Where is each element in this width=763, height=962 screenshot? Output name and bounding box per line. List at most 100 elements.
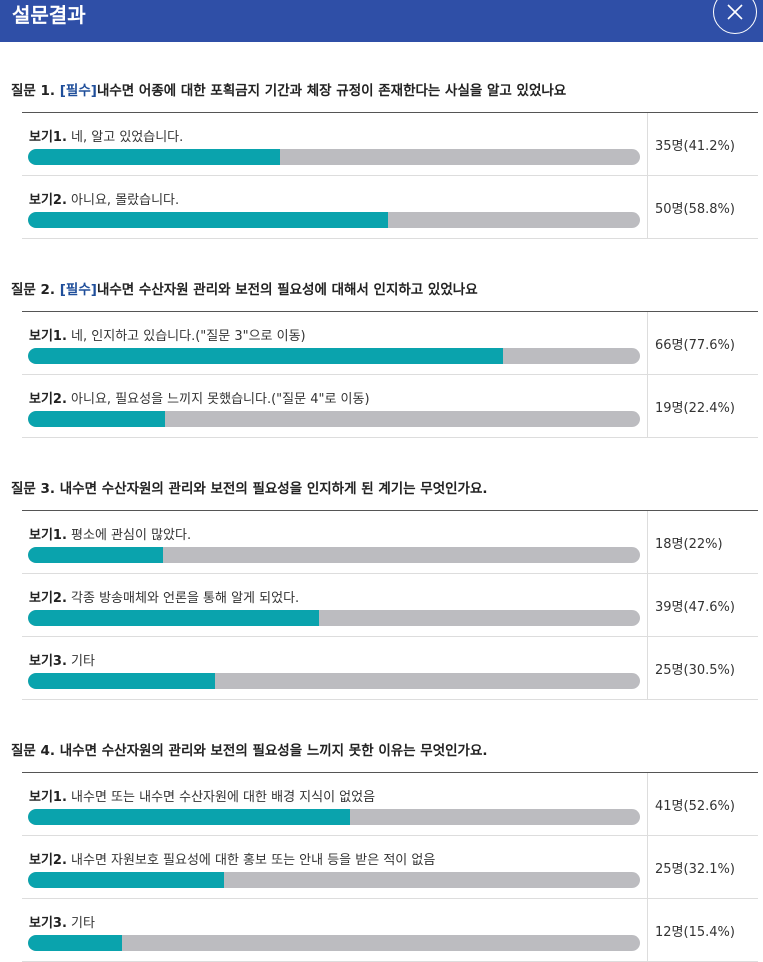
option-text: 각종 방송매체와 언론을 통해 알게 되었다. bbox=[71, 591, 300, 606]
question-text: 내수면 수산자원의 관리와 보전의 필요성을 느끼지 못한 이유는 무엇인가요. bbox=[59, 743, 488, 759]
option-result: 18명(22%) bbox=[655, 537, 723, 552]
question-title: 질문 4. 내수면 수산자원의 관리와 보전의 필요성을 느끼지 못한 이유는 … bbox=[0, 742, 763, 760]
option-result: 41명(52.6%) bbox=[655, 799, 735, 814]
option-text: 내수면 또는 내수면 수산자원에 대한 배경 지식이 없었음 bbox=[71, 790, 376, 805]
result-bar bbox=[28, 610, 640, 626]
option-row: 보기1. 평소에 관심이 많았다. 18명(22%) bbox=[22, 511, 758, 574]
option-number: 보기3. bbox=[29, 654, 67, 669]
result-bar-fill bbox=[28, 673, 215, 689]
option-row: 보기2. 아니요, 필요성을 느끼지 못했습니다.("질문 4"로 이동) 19… bbox=[22, 375, 758, 438]
column-divider bbox=[647, 773, 648, 835]
result-bar-fill bbox=[28, 149, 281, 165]
option-row: 보기2. 각종 방송매체와 언론을 통해 알게 되었다. 39명(47.6%) bbox=[22, 574, 758, 637]
question-text: 내수면 어종에 대한 포획금지 기간과 체장 규정이 존재한다는 사실을 알고 … bbox=[96, 83, 567, 99]
result-bar bbox=[28, 149, 640, 165]
option-label: 보기3. 기타 bbox=[29, 650, 95, 669]
question-text: 내수면 수산자원 관리와 보전의 필요성에 대해서 인지하고 있었나요 bbox=[96, 282, 478, 298]
required-tag: [필수] bbox=[59, 83, 97, 99]
result-bar bbox=[28, 935, 640, 951]
result-bar-fill bbox=[28, 411, 166, 427]
option-result: 25명(32.1%) bbox=[655, 862, 735, 877]
option-label: 보기2. 내수면 자원보호 필요성에 대한 홍보 또는 안내 등을 받은 적이 … bbox=[29, 849, 435, 868]
result-bar bbox=[28, 411, 640, 427]
option-text: 내수면 자원보호 필요성에 대한 홍보 또는 안내 등을 받은 적이 없음 bbox=[71, 853, 436, 868]
option-list: 보기1. 내수면 또는 내수면 수산자원에 대한 배경 지식이 없었음 41명(… bbox=[22, 772, 758, 962]
option-label: 보기2. 아니요, 필요성을 느끼지 못했습니다.("질문 4"로 이동) bbox=[29, 388, 370, 407]
option-result: 25명(30.5%) bbox=[655, 663, 735, 678]
option-row: 보기3. 기타 12명(15.4%) bbox=[22, 899, 758, 962]
question-number: 질문 3. bbox=[11, 481, 56, 497]
option-number: 보기2. bbox=[29, 193, 67, 208]
header-bar: 설문결과 bbox=[0, 0, 763, 42]
close-button[interactable] bbox=[713, 0, 757, 34]
column-divider bbox=[647, 637, 648, 699]
option-text: 네, 알고 있었습니다. bbox=[71, 130, 184, 145]
option-label: 보기1. 내수면 또는 내수면 수산자원에 대한 배경 지식이 없었음 bbox=[29, 786, 375, 805]
column-divider bbox=[647, 836, 648, 898]
option-text: 기타 bbox=[71, 916, 95, 931]
option-result: 12명(15.4%) bbox=[655, 925, 735, 940]
column-divider bbox=[647, 375, 648, 437]
result-bar-fill bbox=[28, 872, 225, 888]
option-row: 보기1. 네, 인지하고 있습니다.("질문 3"으로 이동) 66명(77.6… bbox=[22, 312, 758, 375]
option-number: 보기1. bbox=[29, 528, 67, 543]
option-result: 35명(41.2%) bbox=[655, 139, 735, 154]
option-text: 평소에 관심이 많았다. bbox=[71, 528, 192, 543]
option-list: 보기1. 네, 인지하고 있습니다.("질문 3"으로 이동) 66명(77.6… bbox=[22, 311, 758, 438]
result-bar-fill bbox=[28, 935, 123, 951]
option-row: 보기2. 내수면 자원보호 필요성에 대한 홍보 또는 안내 등을 받은 적이 … bbox=[22, 836, 758, 899]
result-bar-fill bbox=[28, 547, 163, 563]
option-result: 50명(58.8%) bbox=[655, 202, 735, 217]
option-label: 보기1. 네, 알고 있었습니다. bbox=[29, 126, 183, 145]
result-bar-fill bbox=[28, 610, 320, 626]
option-number: 보기3. bbox=[29, 916, 67, 931]
column-divider bbox=[647, 511, 648, 573]
column-divider bbox=[647, 176, 648, 238]
result-bar bbox=[28, 348, 640, 364]
question-block: 질문 2. [필수]내수면 수산자원 관리와 보전의 필요성에 대해서 인지하고… bbox=[0, 281, 763, 438]
question-number: 질문 4. bbox=[11, 743, 56, 759]
question-block: 질문 1. [필수]내수면 어종에 대한 포획금지 기간과 체장 규정이 존재한… bbox=[0, 82, 763, 239]
column-divider bbox=[647, 574, 648, 636]
question-title: 질문 2. [필수]내수면 수산자원 관리와 보전의 필요성에 대해서 인지하고… bbox=[0, 281, 763, 299]
result-bar bbox=[28, 872, 640, 888]
option-number: 보기2. bbox=[29, 591, 67, 606]
question-text: 내수면 수산자원의 관리와 보전의 필요성을 인지하게 된 계기는 무엇인가요. bbox=[59, 481, 488, 497]
option-text: 아니요, 몰랐습니다. bbox=[71, 193, 180, 208]
option-list: 보기1. 평소에 관심이 많았다. 18명(22%) 보기2. 각종 방송매체와… bbox=[22, 510, 758, 700]
close-icon bbox=[727, 4, 743, 20]
option-text: 네, 인지하고 있습니다.("질문 3"으로 이동) bbox=[71, 329, 306, 344]
column-divider bbox=[647, 899, 648, 961]
option-label: 보기1. 평소에 관심이 많았다. bbox=[29, 524, 191, 543]
question-number: 질문 2. bbox=[11, 282, 56, 298]
option-number: 보기2. bbox=[29, 392, 67, 407]
survey-results: 질문 1. [필수]내수면 어종에 대한 포획금지 기간과 체장 규정이 존재한… bbox=[0, 42, 763, 962]
option-label: 보기3. 기타 bbox=[29, 912, 95, 931]
question-title: 질문 3. 내수면 수산자원의 관리와 보전의 필요성을 인지하게 된 계기는 … bbox=[0, 480, 763, 498]
option-result: 39명(47.6%) bbox=[655, 600, 735, 615]
question-number: 질문 1. bbox=[11, 83, 56, 99]
column-divider bbox=[647, 312, 648, 374]
option-label: 보기2. 각종 방송매체와 언론을 통해 알게 되었다. bbox=[29, 587, 299, 606]
option-row: 보기3. 기타 25명(30.5%) bbox=[22, 637, 758, 700]
result-bar-fill bbox=[28, 348, 503, 364]
option-label: 보기2. 아니요, 몰랐습니다. bbox=[29, 189, 179, 208]
option-result: 19명(22.4%) bbox=[655, 401, 735, 416]
result-bar bbox=[28, 547, 640, 563]
option-row: 보기2. 아니요, 몰랐습니다. 50명(58.8%) bbox=[22, 176, 758, 239]
option-label: 보기1. 네, 인지하고 있습니다.("질문 3"으로 이동) bbox=[29, 325, 306, 344]
option-number: 보기1. bbox=[29, 329, 67, 344]
question-block: 질문 3. 내수면 수산자원의 관리와 보전의 필요성을 인지하게 된 계기는 … bbox=[0, 480, 763, 700]
question-title: 질문 1. [필수]내수면 어종에 대한 포획금지 기간과 체장 규정이 존재한… bbox=[0, 82, 763, 100]
required-tag: [필수] bbox=[59, 282, 97, 298]
result-bar bbox=[28, 673, 640, 689]
option-number: 보기1. bbox=[29, 790, 67, 805]
option-number: 보기2. bbox=[29, 853, 67, 868]
result-bar bbox=[28, 212, 640, 228]
option-number: 보기1. bbox=[29, 130, 67, 145]
option-result: 66명(77.6%) bbox=[655, 338, 735, 353]
question-block: 질문 4. 내수면 수산자원의 관리와 보전의 필요성을 느끼지 못한 이유는 … bbox=[0, 742, 763, 962]
option-row: 보기1. 네, 알고 있었습니다. 35명(41.2%) bbox=[22, 113, 758, 176]
option-row: 보기1. 내수면 또는 내수면 수산자원에 대한 배경 지식이 없었음 41명(… bbox=[22, 773, 758, 836]
result-bar-fill bbox=[28, 809, 350, 825]
